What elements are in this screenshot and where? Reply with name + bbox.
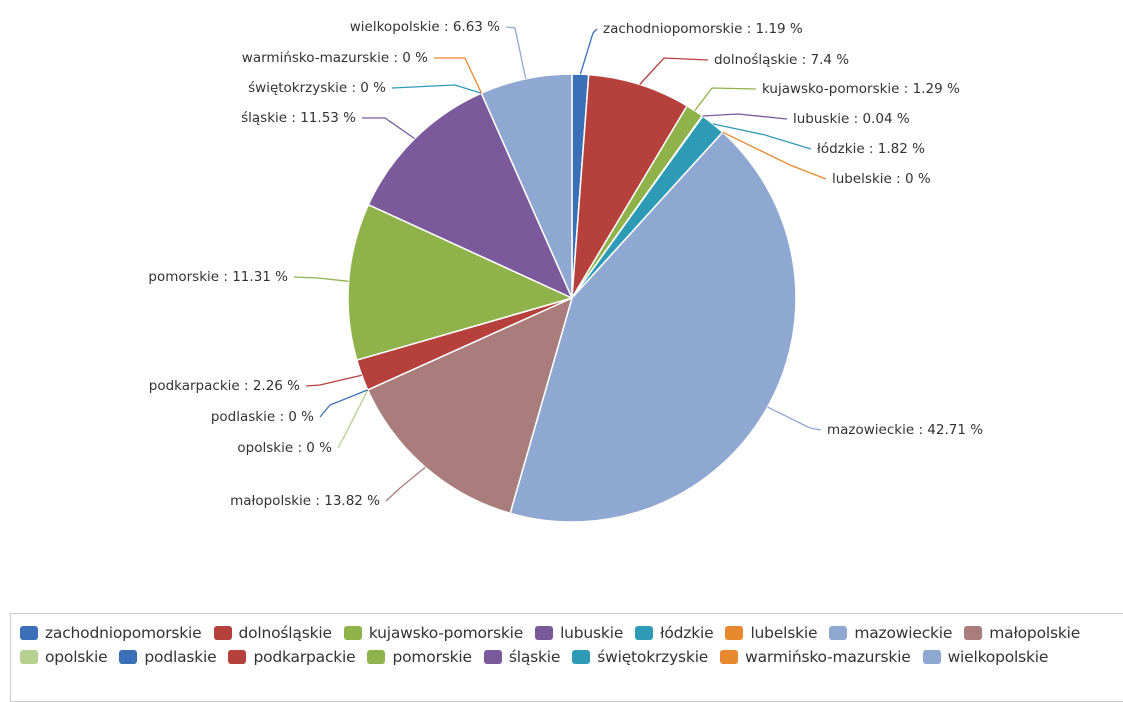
legend-label: podlaskie xyxy=(144,648,217,666)
legend-item-podlaskie[interactable]: podlaskie xyxy=(119,645,217,669)
slice-label-lubelskie: lubelskie : 0 % xyxy=(832,171,931,187)
legend-label: warmińsko-mazurskie xyxy=(745,648,911,666)
legend-swatch xyxy=(213,626,232,640)
slice-label-zachodniopomorskie: zachodniopomorskie : 1.19 % xyxy=(603,21,803,37)
legend-label: śląskie xyxy=(508,648,561,666)
legend-item-slaskie[interactable]: śląskie xyxy=(483,645,561,669)
legend-item-lodzkie[interactable]: łódzkie xyxy=(635,621,714,645)
legend-label: kujawsko-pomorskie xyxy=(368,624,524,642)
pie-slices xyxy=(347,73,797,523)
connector-opolskie xyxy=(337,389,369,449)
pie-chart-svg: zachodniopomorskie : 1.19 % dolnośląskie … xyxy=(148,19,983,523)
slice-label-lodzkie: łódzkie : 1.82 % xyxy=(817,141,925,157)
pie-slice-mazowieckie[interactable] xyxy=(509,131,797,523)
legend-item-podkarpackie[interactable]: podkarpackie xyxy=(228,645,356,669)
connector-malopolskie xyxy=(385,466,426,502)
legend-label: opolskie xyxy=(45,648,108,666)
slice-label-mazowieckie: mazowieckie : 42.71 % xyxy=(827,422,983,438)
legend-label: małopolskie xyxy=(989,624,1081,642)
legend-swatch xyxy=(829,626,848,640)
slice-label-warminsko-mazurskie: warmińsko-mazurskie : 0 % xyxy=(242,50,428,66)
legend-item-lubelskie[interactable]: lubelskie xyxy=(725,621,818,645)
connector-slaskie xyxy=(362,117,416,140)
connector-swietokrzyskie xyxy=(391,84,482,94)
legend-swatch xyxy=(343,626,362,640)
legend-swatch xyxy=(20,626,38,640)
legend-swatch xyxy=(367,650,386,664)
connector-zachodniopomorskie xyxy=(579,28,598,75)
chart-legend: zachodniopomorskie dolnośląskie kujawsko-p… xyxy=(10,613,1123,702)
legend-label: dolnośląskie xyxy=(238,624,333,642)
connector-lodzkie xyxy=(712,123,812,150)
legend-swatch xyxy=(20,650,38,664)
legend-item-dolnoslaskie[interactable]: dolnośląskie xyxy=(213,621,333,645)
legend-item-lubuskie[interactable]: lubuskie xyxy=(535,621,623,645)
legend-item-opolskie[interactable]: opolskie xyxy=(20,645,108,669)
connector-dolnoslaskie xyxy=(639,57,709,85)
slice-label-pomorskie: pomorskie : 11.31 % xyxy=(148,269,288,285)
legend-swatch xyxy=(119,650,138,664)
legend-label: mazowieckie xyxy=(854,624,953,642)
legend-item-kujawsko-pomorskie[interactable]: kujawsko-pomorskie xyxy=(343,621,524,645)
legend-label: łódzkie xyxy=(660,624,714,642)
slice-label-wielkopolskie: wielkopolskie : 6.63 % xyxy=(350,19,500,35)
legend-label: lubuskie xyxy=(560,624,624,642)
legend-swatch xyxy=(228,650,247,664)
legend-item-mazowieckie[interactable]: mazowieckie xyxy=(829,621,952,645)
legend-item-zachodniopomorskie[interactable]: zachodniopomorskie xyxy=(20,621,202,645)
legend-label: podkarpackie xyxy=(253,648,356,666)
pie-slice-pomorskie[interactable] xyxy=(347,203,573,361)
legend-label: świętokrzyskie xyxy=(597,648,709,666)
connector-lubelskie xyxy=(722,131,827,180)
slice-label-dolnoslaskie: dolnośląskie : 7.4 % xyxy=(714,52,849,68)
legend-label: zachodniopomorskie xyxy=(45,624,202,642)
connector-kujawsko-pomorskie xyxy=(694,87,757,112)
legend-swatch xyxy=(922,650,941,664)
legend-swatch xyxy=(572,650,591,664)
slice-label-slaskie: śląskie : 11.53 % xyxy=(241,110,356,126)
legend-swatch xyxy=(720,650,739,664)
legend-swatch xyxy=(635,626,654,640)
legend-item-malopolskie[interactable]: małopolskie xyxy=(964,621,1080,645)
connector-lubuskie xyxy=(702,113,788,120)
slice-label-opolskie: opolskie : 0 % xyxy=(237,440,332,456)
legend-label: pomorskie xyxy=(392,648,472,666)
label-connectors xyxy=(293,26,827,502)
connector-pomorskie xyxy=(293,276,349,282)
legend-swatch xyxy=(535,626,554,640)
legend-item-wielkopolskie[interactable]: wielkopolskie xyxy=(922,645,1049,669)
connector-podlaskie xyxy=(319,389,368,418)
slice-label-podkarpackie: podkarpackie : 2.26 % xyxy=(149,378,300,394)
legend-item-pomorskie[interactable]: pomorskie xyxy=(367,645,472,669)
slice-label-malopolskie: małopolskie : 13.82 % xyxy=(230,493,380,509)
slice-label-lubuskie: lubuskie : 0.04 % xyxy=(793,111,910,127)
connector-warminsko-mazurskie xyxy=(434,57,482,94)
legend-swatch xyxy=(483,650,502,664)
legend-swatch xyxy=(725,626,744,640)
connector-wielkopolskie xyxy=(505,26,527,79)
connector-mazowieckie xyxy=(767,406,822,431)
legend-swatch xyxy=(964,626,983,640)
slice-label-podlaskie: podlaskie : 0 % xyxy=(211,409,314,425)
legend-item-swietokrzyskie[interactable]: świętokrzyskie xyxy=(572,645,708,669)
slice-labels: zachodniopomorskie : 1.19 % dolnośląskie … xyxy=(148,19,983,509)
legend-label: lubelskie xyxy=(750,624,818,642)
slice-label-swietokrzyskie: świętokrzyskie : 0 % xyxy=(248,80,386,96)
slice-label-kujawsko-pomorskie: kujawsko-pomorskie : 1.29 % xyxy=(762,81,960,97)
pie-slice-malopolskie[interactable] xyxy=(366,297,573,515)
legend-item-warminsko-mazurskie[interactable]: warmińsko-mazurskie xyxy=(720,645,911,669)
pie-slice-dolnoslaskie[interactable] xyxy=(571,73,688,299)
pie-chart: zachodniopomorskie : 1.19 % dolnośląskie … xyxy=(148,19,983,523)
connector-podkarpackie xyxy=(305,374,362,387)
legend-label: wielkopolskie xyxy=(947,648,1049,666)
